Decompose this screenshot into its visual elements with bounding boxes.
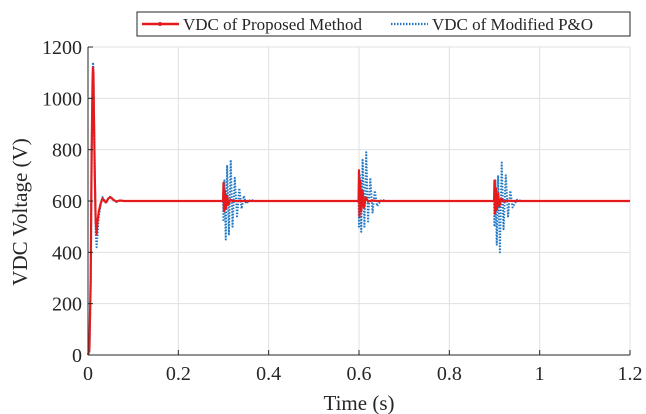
legend: VDC of Proposed Method VDC of Modified P&… [136,11,631,37]
x-axis-label: Time (s) [324,391,395,414]
y-tick-label: 800 [52,140,82,162]
y-tick-label: 1200 [42,37,82,59]
y-tick-label: 400 [52,242,82,264]
x-tick-label: 0.4 [256,363,281,385]
x-tick-label: 0.8 [437,363,462,385]
x-tick-label: 1 [535,363,545,385]
y-axis-label: VDC Voltage (V) [8,138,32,285]
y-tick-label: 200 [52,294,82,316]
legend-marker-0 [158,22,162,26]
legend-box [136,11,631,37]
y-tick-label: 0 [72,345,82,367]
x-tick-label: 0.2 [166,363,191,385]
x-tick-label: 1.2 [618,363,643,385]
legend-label-1: VDC of Modified P&O [432,15,593,34]
x-tick-label: 0 [83,363,93,385]
y-tick-label: 1000 [42,88,82,110]
tick-labels: 0 0.2 0.4 0.6 0.8 1 1.2 0 200 400 600 800 1000 1200 [42,37,643,385]
series-line-0 [86,66,630,356]
axes [87,46,631,356]
series-lines [86,61,630,356]
y-tick-label: 600 [52,191,82,213]
series-line-1 [87,61,630,356]
legend-label-0: VDC of Proposed Method [183,15,362,34]
x-tick-label: 0.6 [347,363,372,385]
